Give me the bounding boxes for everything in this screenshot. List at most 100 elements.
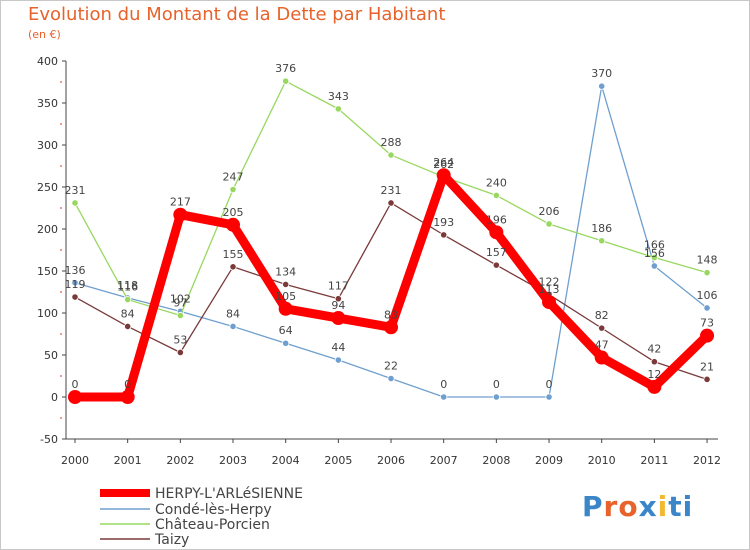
data-label: 376 [275,62,296,75]
data-label: 0 [72,378,79,391]
data-point [542,295,557,310]
data-label: 370 [591,67,612,80]
data-label: 117 [328,280,349,293]
data-point [489,225,504,240]
x-tick-label: 2003 [219,454,247,467]
data-label: 106 [697,289,718,302]
data-label: 231 [381,184,402,197]
data-label: 97 [173,297,187,310]
y-tick-label: 400 [37,55,58,68]
logo-letter: o [618,490,639,523]
data-point [282,77,290,85]
data-point [176,311,184,320]
data-point [650,253,658,262]
x-tick-label: 2009 [535,454,563,467]
data-point [176,348,184,357]
data-label: 288 [381,136,402,149]
data-label: 122 [539,276,560,289]
logo-letter: t [668,490,683,523]
data-point [440,231,448,239]
data-point [282,280,290,289]
y-tick-label: 0 [51,391,58,404]
data-label: 47 [595,339,609,352]
data-label: 134 [275,265,296,278]
data-point [384,320,399,335]
y-tick-label: 50 [44,349,58,362]
data-point [120,390,135,404]
data-label: 84 [226,307,240,320]
chart-subtitle: (en €) [28,28,61,41]
data-point [71,279,79,287]
data-point [387,199,395,207]
data-point [124,295,132,304]
logo-letter: P [582,490,604,523]
data-point [700,328,715,343]
data-label: 94 [331,299,345,312]
data-label: 262 [433,158,454,171]
data-point [436,168,451,183]
legend-label: Taizy [154,532,189,548]
y-tick-label: 350 [37,97,58,110]
data-point [492,393,500,401]
data-point [124,322,132,331]
x-tick-label: 2008 [482,454,510,467]
data-label: 105 [275,290,296,303]
data-label: 217 [170,196,191,209]
data-label: 118 [117,279,138,292]
data-point [598,324,606,332]
data-point [650,358,658,366]
data-point [594,350,609,365]
data-label: 186 [591,222,612,235]
data-label: 21 [700,360,714,373]
data-point [226,217,241,232]
data-point [440,393,448,401]
data-label: 247 [223,171,244,184]
y-tick-label: 300 [37,139,58,152]
proxiti-logo: Proxiti [582,490,693,523]
y-tick-label: 100 [37,307,58,320]
x-tick-label: 2011 [640,454,668,467]
data-label: 206 [539,205,560,218]
y-tick-label: 250 [37,181,58,194]
data-point [71,199,79,207]
data-point [71,293,79,301]
data-point [703,375,711,383]
data-label: 102 [170,292,191,305]
y-tick-label: 150 [37,265,58,278]
series-line-3 [74,202,708,381]
x-tick-label: 2001 [114,454,142,467]
data-point [650,262,658,270]
data-label: 53 [173,333,187,346]
data-label: 155 [223,248,244,261]
data-point [703,304,711,312]
data-point [387,151,395,159]
logo-letter: r [603,490,619,523]
logo-letter: i [657,490,669,523]
data-point [598,82,606,90]
data-label: 12 [647,368,661,381]
data-point [68,390,82,404]
data-point [229,263,237,271]
data-point [282,339,290,347]
data-point [545,393,553,401]
logo-letter: i [682,490,694,523]
data-point [387,374,395,383]
y-tick-label: -50 [40,433,58,446]
data-label: 113 [539,283,560,296]
data-label: 148 [697,254,718,267]
data-point [229,322,237,331]
data-label: 156 [644,247,665,260]
data-label: 42 [647,343,661,356]
data-point [331,311,346,326]
data-point [334,356,342,364]
data-point [278,301,293,316]
data-label: 82 [595,309,609,322]
data-label: 264 [433,156,454,169]
logo-letter: x [638,490,658,523]
data-label: 84 [121,307,135,320]
data-label: 0 [124,378,131,391]
legend-label: Château-Porcien [155,517,270,533]
x-tick-label: 2005 [324,454,352,467]
data-point [492,261,500,269]
